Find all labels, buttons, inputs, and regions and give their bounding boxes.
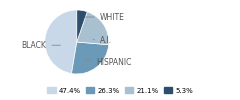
Wedge shape	[45, 10, 77, 74]
Text: A.I.: A.I.	[93, 36, 112, 45]
Text: HISPANIC: HISPANIC	[85, 58, 131, 67]
Wedge shape	[77, 10, 87, 42]
Legend: 47.4%, 26.3%, 21.1%, 5.3%: 47.4%, 26.3%, 21.1%, 5.3%	[44, 85, 196, 96]
Text: WHITE: WHITE	[85, 12, 125, 22]
Wedge shape	[72, 42, 109, 74]
Text: BLACK: BLACK	[22, 41, 60, 50]
Wedge shape	[77, 12, 109, 45]
